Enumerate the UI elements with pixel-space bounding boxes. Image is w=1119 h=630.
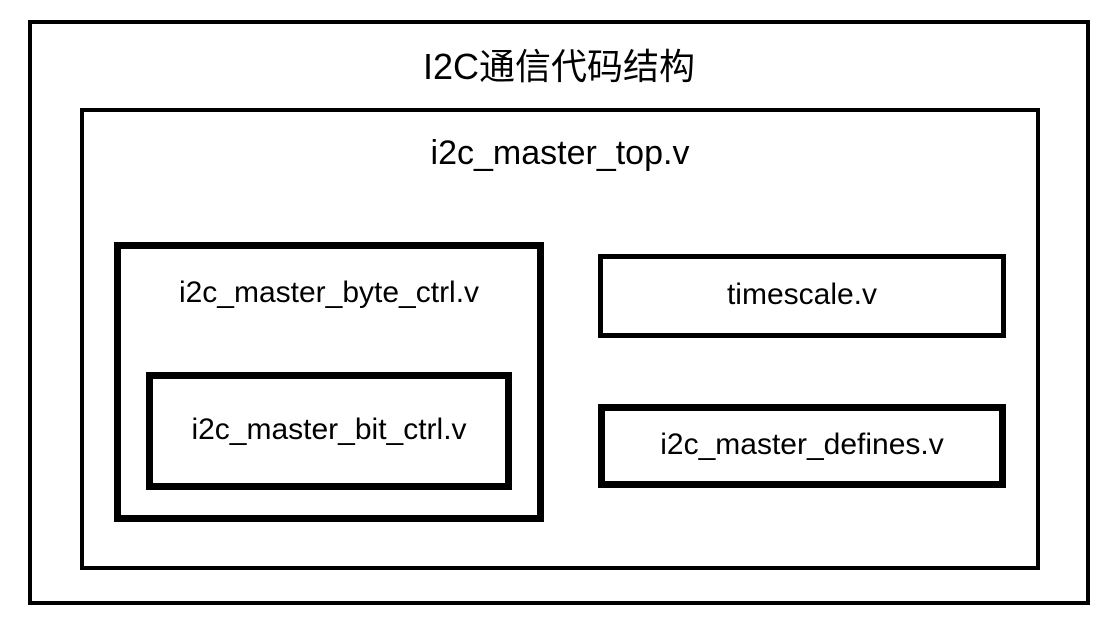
top-module-label: i2c_master_top.v [80,134,1040,173]
byte-ctrl-label: i2c_master_byte_ctrl.v [114,276,544,310]
diagram-title: I2C通信代码结构 [28,38,1090,90]
bit-ctrl-label: i2c_master_bit_ctrl.v [146,413,512,447]
defines-label: i2c_master_defines.v [598,428,1006,462]
timescale-label: timescale.v [598,278,1006,312]
